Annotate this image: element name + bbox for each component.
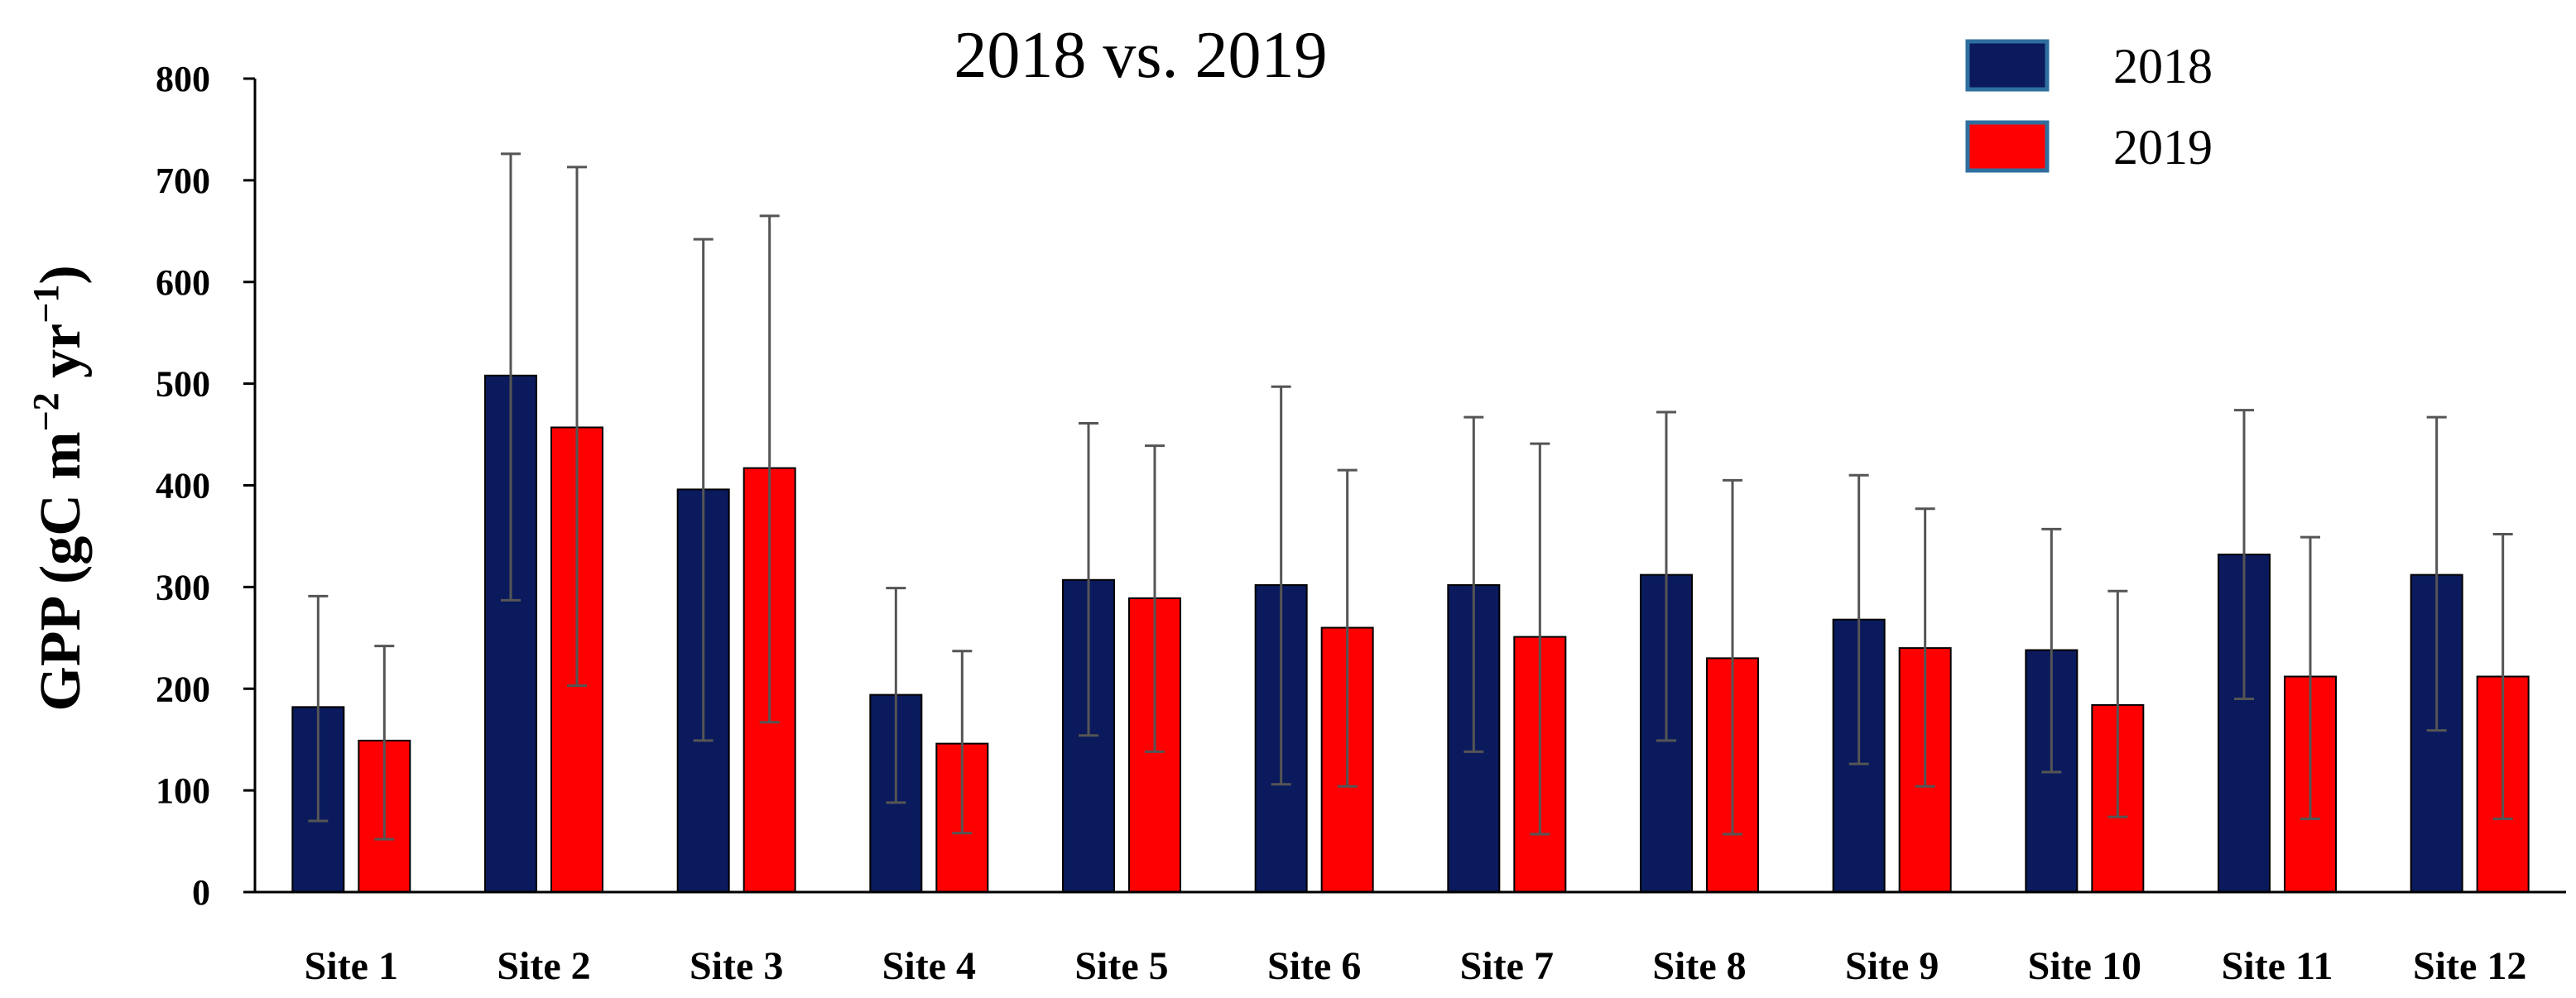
- x-category-label: Site 4: [882, 944, 976, 988]
- y-tick-label: 400: [156, 466, 210, 506]
- x-axis-labels: Site 1 Site 2 Site 3 Site 4 Site 5 Site 6 Site…: [305, 944, 2527, 988]
- x-category-label: Site 9: [1845, 944, 1939, 988]
- x-category-label: Site 6: [1267, 944, 1361, 988]
- x-category-label: Site 11: [2222, 944, 2333, 988]
- x-category-label: Site 12: [2413, 944, 2526, 988]
- y-tick-label: 0: [192, 872, 210, 913]
- x-category-label: Site 1: [305, 944, 398, 988]
- y-tick-label: 500: [156, 364, 210, 405]
- y-tick-label: 600: [156, 262, 210, 303]
- x-category-label: Site 10: [2028, 944, 2141, 988]
- x-category-label: Site 5: [1074, 944, 1168, 988]
- legend: 2018 2019: [1965, 39, 2213, 175]
- legend-label-2018: 2018: [2113, 39, 2213, 94]
- y-tick-label: 200: [156, 669, 210, 709]
- y-axis-label: GPP (gC m−2 yr−1): [26, 265, 93, 711]
- y-tick-label: 300: [156, 567, 210, 607]
- x-category-label: Site 2: [497, 944, 590, 988]
- x-category-label: Site 8: [1652, 944, 1746, 988]
- legend-swatch-2018: [1965, 39, 2050, 92]
- y-tick-label: 800: [156, 59, 210, 99]
- bars-group: [291, 152, 2530, 894]
- y-tick-label: 700: [156, 161, 210, 201]
- x-category-label: Site 3: [690, 944, 783, 988]
- y-tick-label: 100: [156, 770, 210, 811]
- legend-swatch-2019: [1965, 120, 2050, 173]
- y-axis-ticks: 0 100 200 300 400 500 600 700 800: [156, 59, 255, 913]
- legend-label-2019: 2019: [2113, 120, 2213, 175]
- x-category-label: Site 7: [1460, 944, 1554, 988]
- chart-title: 2018 vs. 2019: [954, 19, 1327, 92]
